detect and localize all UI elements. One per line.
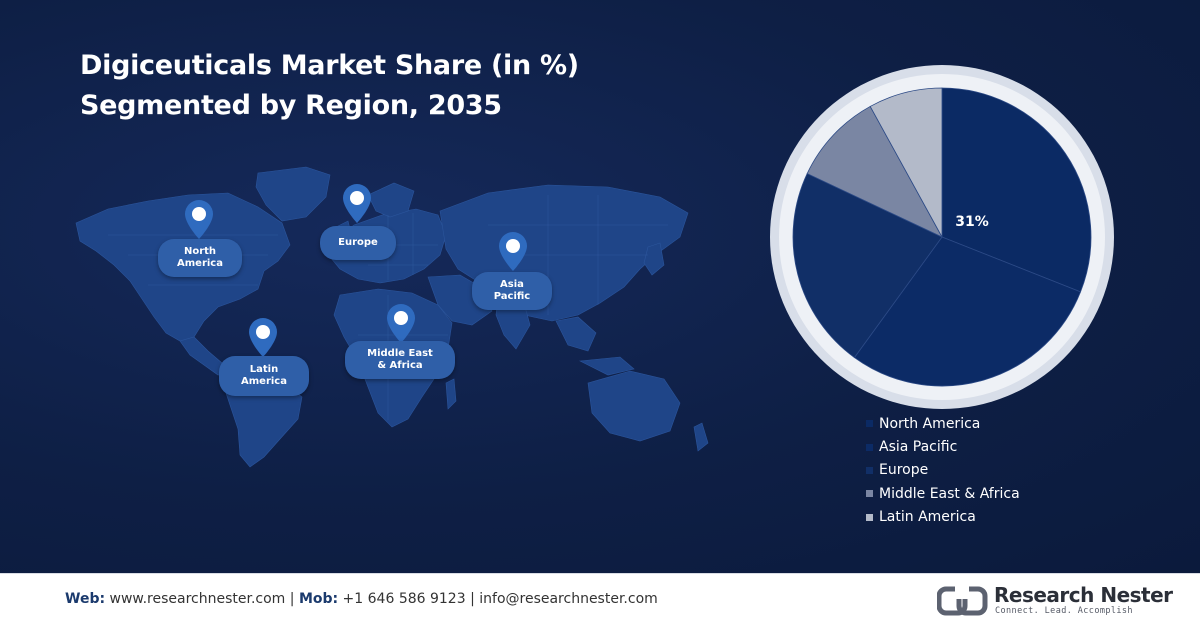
legend-swatch	[866, 420, 873, 428]
legend-entry: Asia Pacific	[866, 435, 1020, 458]
map-label-latin-america: Latin America	[219, 356, 309, 396]
legend-entry: Middle East & Africa	[866, 482, 1020, 505]
europe-pin-icon	[343, 184, 371, 223]
legend-label: Latin America	[879, 509, 976, 526]
legend-swatch	[866, 490, 873, 498]
logo-name: Research Nester	[994, 583, 1173, 607]
pie-slice-north-america	[941, 87, 1092, 293]
separator: |	[285, 591, 299, 607]
legend-label: North America	[879, 415, 981, 432]
legend-label: Europe	[879, 462, 929, 479]
infographic-panel: Digiceuticals Market Share (in %) Segmen…	[0, 0, 1200, 573]
pie-slice-middle-east-africa	[806, 105, 943, 238]
separator: |	[465, 591, 480, 607]
email-address: info@researchnester.com	[479, 591, 658, 607]
logo-tagline: Connect. Lead. Accomplish	[995, 606, 1133, 616]
latin-america-pin-icon	[249, 318, 277, 357]
contact-info: Web: www.researchnester.com | Mob: +1 64…	[65, 591, 658, 607]
legend-entry: Latin America	[866, 506, 1020, 529]
research-nester-logo: Research Nester Connect. Lead. Accomplis…	[937, 582, 1173, 620]
footer: Web: www.researchnester.com | Mob: +1 64…	[0, 573, 1200, 625]
data-label: 31%	[955, 214, 989, 230]
page-title: Digiceuticals Market Share (in %) Segmen…	[80, 46, 579, 126]
north-america-pin-icon	[185, 200, 213, 239]
middle-east-africa-pin-icon	[387, 304, 415, 343]
web-label: Web:	[65, 591, 106, 607]
pie-chart: 31%	[770, 65, 1114, 409]
pie-slice-asia-pacific	[853, 236, 1082, 387]
map-label-asia-pacific: Asia Pacific	[472, 272, 552, 310]
legend-swatch	[866, 466, 873, 474]
legend-swatch	[866, 443, 873, 451]
pie-slice-latin-america	[869, 87, 943, 238]
title-line-1: Digiceuticals Market Share (in %)	[80, 50, 579, 81]
legend-entry: Europe	[866, 459, 1020, 482]
legend-label: Asia Pacific	[879, 439, 958, 456]
legend-swatch	[866, 513, 873, 521]
phone-number: +1 646 586 9123	[338, 591, 466, 607]
logo-mark-icon	[937, 585, 988, 616]
title-line-2: Segmented by Region, 2035	[80, 90, 502, 121]
map-label-europe: Europe	[320, 226, 396, 260]
mob-label: Mob:	[298, 591, 339, 607]
web-url: www.researchnester.com	[105, 591, 286, 607]
asia-pacific-pin-icon	[499, 232, 527, 271]
chart-legend: North America Asia Pacific Europe Middle Ea…	[866, 412, 1020, 529]
legend-entry: North America	[866, 412, 1020, 435]
legend-label: Middle East & Africa	[879, 485, 1020, 502]
map-label-north-america: North America	[158, 239, 242, 277]
map-label-middle-east-africa: Middle East & Africa	[345, 341, 455, 379]
